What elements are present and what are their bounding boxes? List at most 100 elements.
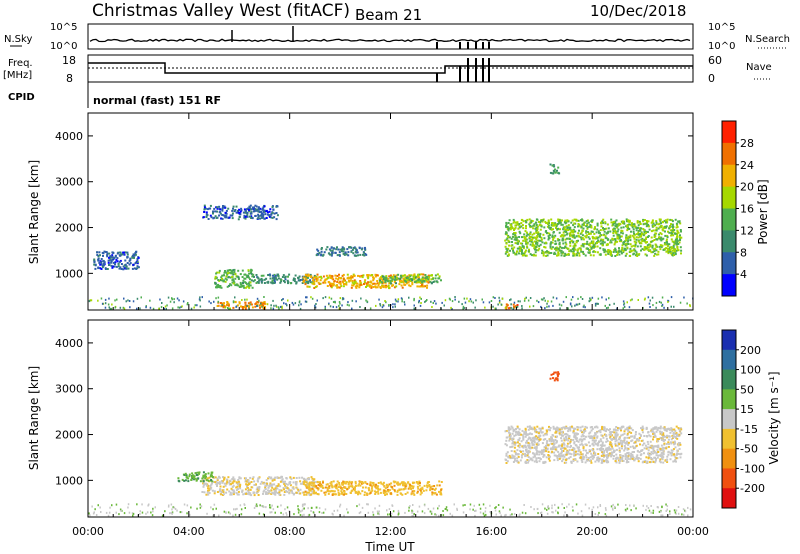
scatter-point [534,227,537,230]
scatter-point [298,301,301,304]
scatter-point [587,247,589,250]
scatter-point [589,242,592,245]
scatter-point [526,425,529,428]
scatter-point [586,227,589,230]
scatter-point [581,453,584,456]
scatter-point [647,246,650,249]
scatter-point [585,230,588,233]
scatter-point [268,484,271,487]
scatter-point [106,254,109,257]
scatter-point [535,447,538,450]
scatter-point [582,305,585,308]
scatter-point [650,240,653,243]
scatter-point [540,219,543,222]
scatter-point [643,240,646,243]
scatter-point [339,302,341,305]
scatter-point [527,456,530,459]
scatter-point [289,484,292,487]
scatter-point [643,442,646,445]
scatter-point [669,246,672,249]
scatter-point [284,484,287,487]
scatter-point [656,238,659,241]
scatter-point [424,300,426,303]
scatter-point [327,276,330,279]
scatter-point [632,228,635,231]
scatter-point [392,303,394,306]
scatter-point [342,252,345,255]
scatter-point [238,302,241,305]
scatter-point [216,305,219,307]
scatter-point [352,252,355,255]
scatter-point [549,234,551,237]
scatter-point [563,230,566,233]
scatter-point [521,434,524,437]
scatter-point [295,491,298,494]
scatter-point [536,299,538,302]
scatter-point [508,219,511,222]
scatter-point [521,254,524,257]
scatter-point [532,254,535,257]
scatter-point [367,277,370,280]
scatter-point [517,240,520,243]
noise-left-tick-bottom: 10^0 [50,41,77,52]
scatter-point [620,439,622,442]
scatter-point [610,221,613,224]
scatter-point [247,482,250,485]
scatter-point [622,454,624,457]
scatter-point [264,486,267,489]
scatter-point [579,225,582,228]
scatter-point [580,231,583,234]
scatter-point [651,244,654,247]
scatter-point [578,252,581,255]
scatter-point [527,459,530,462]
scatter-point [495,307,497,310]
scatter-point [529,236,532,238]
scatter-point [346,303,349,306]
scatter-point [339,485,342,488]
scatter-point [201,296,203,299]
scatter-point [336,280,339,283]
scatter-point [415,280,417,283]
scatter-point [679,234,681,237]
scatter-point [253,210,256,213]
scatter-point [369,285,371,288]
scatter-point [569,303,572,306]
scatter-point [550,440,553,442]
scatter-point [522,239,525,242]
scatter-point [275,305,278,308]
scatter-point [225,209,228,212]
scatter-point [364,279,367,282]
scatter-point [250,486,253,489]
scatter-point [511,226,513,229]
scatter-point [656,448,659,451]
scatter-point [674,253,677,256]
scatter-point [366,284,369,287]
scatter-point [249,212,252,215]
scatter-point [675,460,677,463]
scatter-point [665,459,668,462]
scatter-point [629,236,632,239]
scatter-point [645,254,648,257]
scatter-point [287,275,289,278]
scatter-point [284,276,286,279]
scatter-point [305,493,308,496]
scatter-point [93,258,96,261]
scatter-point [500,303,503,306]
scatter-point [539,228,542,231]
scatter-point [636,255,639,257]
scatter-point [134,253,137,256]
scatter-point [318,283,321,285]
scatter-point [382,492,385,495]
scatter-point [237,484,240,486]
scatter-point [220,493,223,496]
scatter-point [403,283,406,286]
scatter-point [173,301,175,304]
scatter-point [666,461,669,463]
scatter-point [318,276,321,279]
scatter-point [548,455,551,458]
scatter-point [658,237,661,240]
scatter-point [360,480,363,483]
scatter-point [122,268,125,271]
scatter-point [577,248,580,251]
scatter-point [537,232,540,235]
